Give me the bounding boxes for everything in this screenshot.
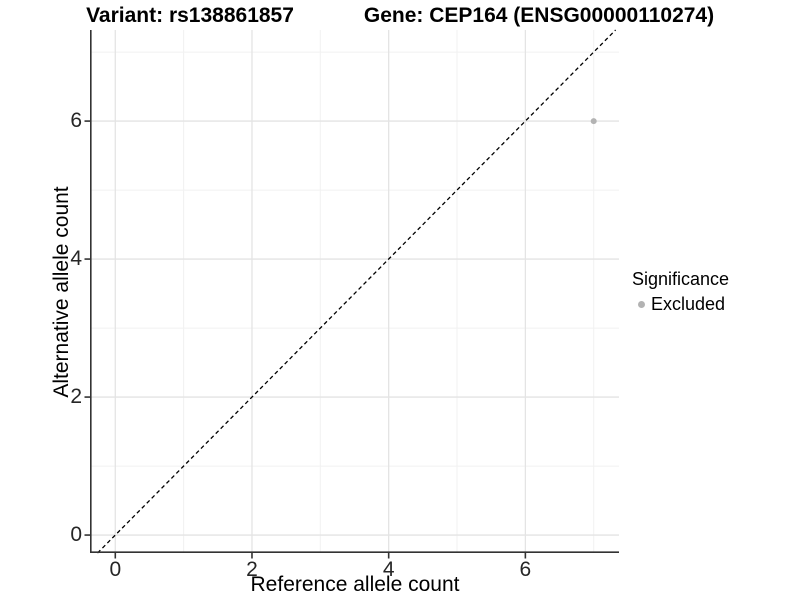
x-axis-title: Reference allele count (250, 573, 460, 596)
significance-legend: Significance Excluded (632, 269, 729, 315)
y-tick-label: 0 (70, 523, 82, 547)
data-point-excluded (590, 118, 597, 125)
x-tick-label: 0 (109, 558, 122, 581)
y-axis-title: Alternative allele count (50, 186, 73, 398)
y-tick-label: 6 (70, 109, 82, 133)
plot-panel (84, 29, 619, 559)
gene-title: Gene: CEP164 (ENSG00000110274) (363, 4, 715, 27)
y-tick-label: 2 (70, 385, 82, 409)
legend-title: Significance (632, 269, 730, 289)
x-tick-label: 6 (519, 558, 532, 581)
identity-reference-line (97, 29, 617, 554)
legend-item-excluded: Excluded (632, 294, 729, 315)
excluded-point-icon (638, 301, 645, 308)
y-tick-label: 4 (70, 247, 82, 271)
x-tick-label: 2 (246, 558, 258, 581)
legend-item-label: Excluded (651, 294, 726, 314)
variant-title: Variant: rs138861857 (86, 4, 294, 27)
scatter-canvas (84, 29, 619, 559)
x-tick-label: 4 (382, 558, 395, 581)
